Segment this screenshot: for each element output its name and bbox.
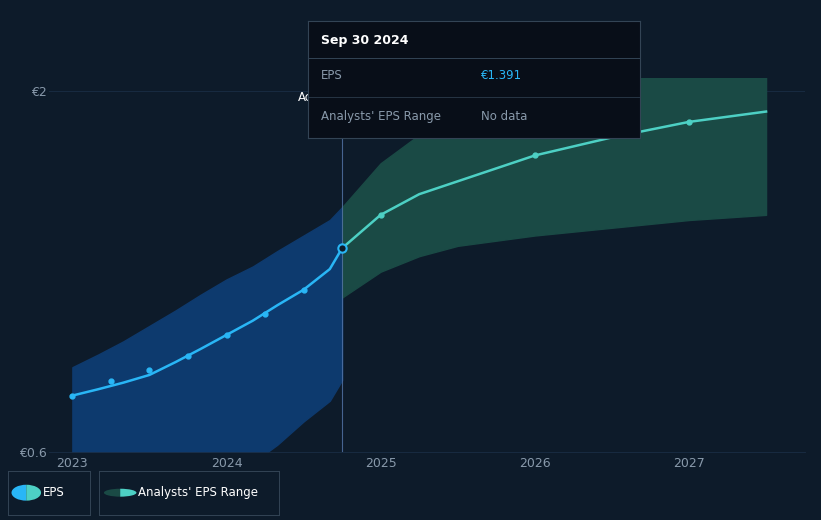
Text: Analysts' EPS Range: Analysts' EPS Range xyxy=(321,110,441,123)
Wedge shape xyxy=(26,485,41,501)
Text: No data: No data xyxy=(481,110,527,123)
Text: EPS: EPS xyxy=(321,69,343,82)
Text: €1.391: €1.391 xyxy=(481,69,522,82)
Text: Analysts' EPS Range: Analysts' EPS Range xyxy=(138,486,259,499)
Wedge shape xyxy=(120,489,136,497)
Wedge shape xyxy=(11,485,26,501)
Wedge shape xyxy=(104,489,120,497)
Text: Sep 30 2024: Sep 30 2024 xyxy=(321,34,409,47)
Text: EPS: EPS xyxy=(43,486,64,499)
Text: Analysts Forecasts: Analysts Forecasts xyxy=(350,91,460,104)
Text: Actual: Actual xyxy=(297,91,334,104)
